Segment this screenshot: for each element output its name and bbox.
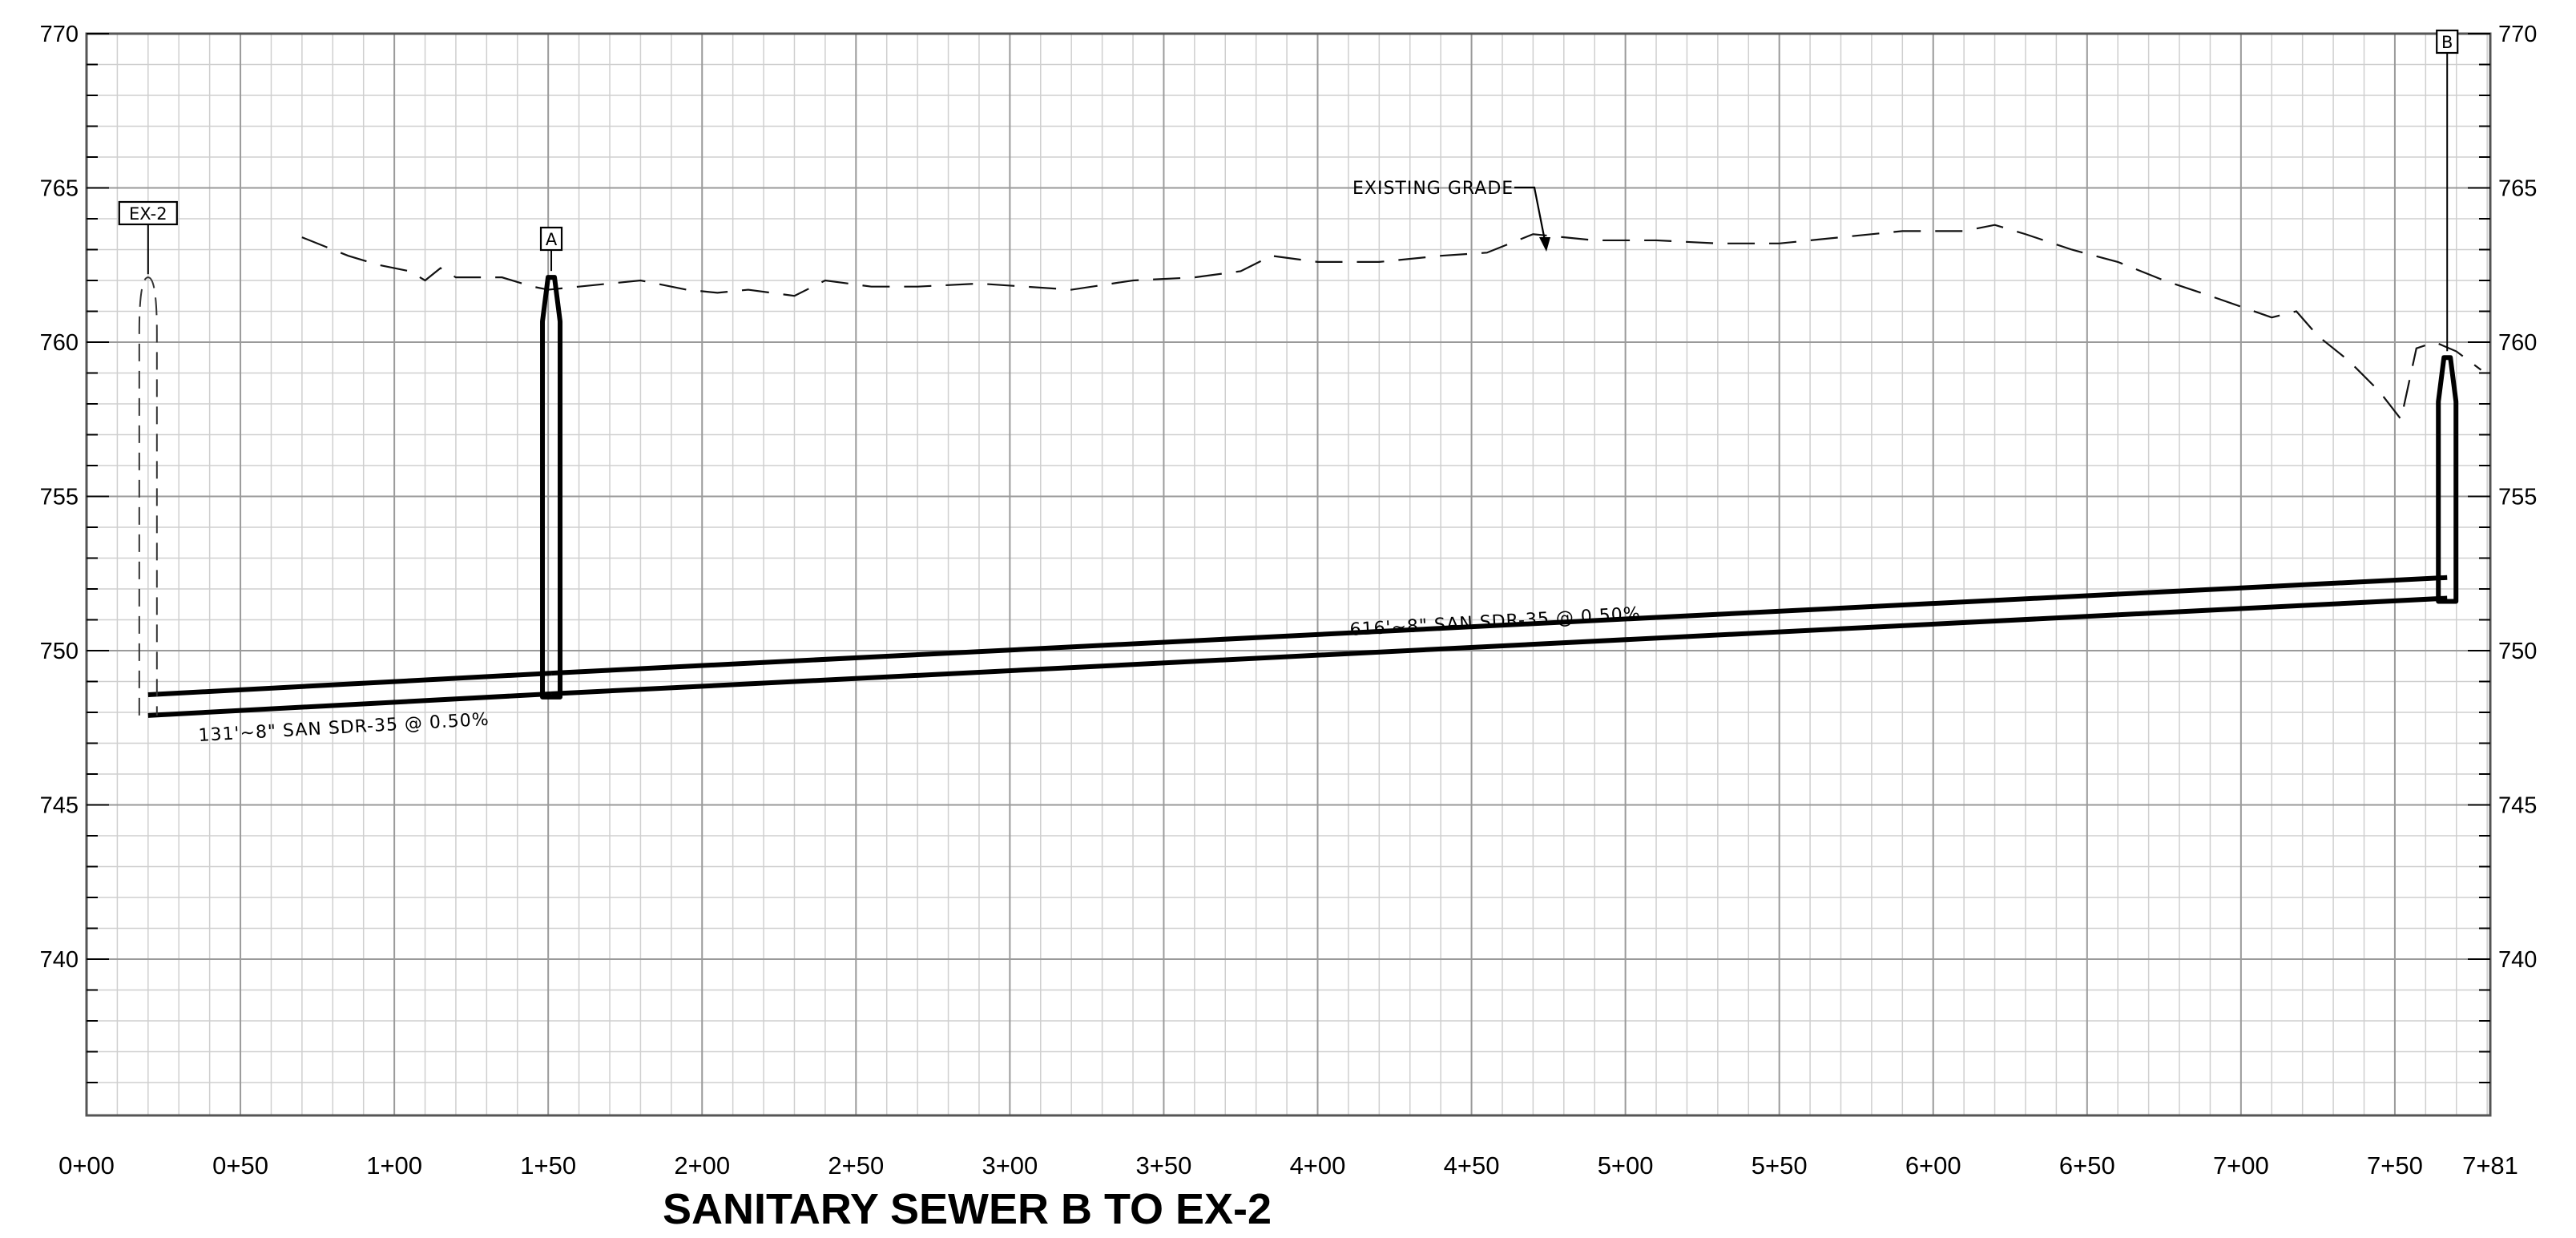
x-tick-label: 2+00	[674, 1151, 730, 1180]
x-tick-label: 1+50	[520, 1151, 576, 1180]
drawing-frame	[85, 32, 2492, 1117]
grade-label-leader	[1514, 186, 1546, 241]
existing-grade-line	[301, 186, 2482, 421]
pipe-label-1: 131'~8" SAN SDR-35 @ 0.50%	[198, 710, 490, 746]
proposed-manhole	[2436, 355, 2459, 604]
x-tick-label: 3+00	[982, 1151, 1038, 1180]
x-tick-label: 7+00	[2213, 1151, 2269, 1180]
x-tick-label: 5+00	[1598, 1151, 1654, 1180]
drawing-title: SANITARY SEWER B TO EX-2	[663, 1185, 1272, 1233]
y-tick-label: 770	[40, 22, 79, 47]
x-axis-stations: 0+00 0+50 1+00 1+50 2+00 2+50 3+00 3+50 4+00 4+50…	[58, 1151, 2518, 1180]
structure-tag-box	[118, 200, 178, 226]
frame-border	[85, 32, 2492, 1117]
x-tick-label: 1+00	[366, 1151, 422, 1180]
manhole-structures: EX-2 A B	[118, 29, 2459, 716]
x-tick-label: 4+00	[1290, 1151, 1346, 1180]
pipe-invert-line	[147, 691, 552, 718]
y-tick-label: 765	[2498, 176, 2537, 202]
x-tick-label: 5+50	[1752, 1151, 1808, 1180]
structure-tag-box	[539, 226, 563, 252]
grade-profile	[301, 224, 2482, 421]
y-tick-label: 745	[2498, 793, 2537, 819]
x-tick-label: 0+00	[58, 1151, 115, 1180]
x-tick-label: 4+50	[1444, 1151, 1500, 1180]
x-tick-label: 6+50	[2059, 1151, 2115, 1180]
structure-tag-label: EX-2	[129, 204, 167, 224]
pipe-invert-line	[550, 595, 2448, 696]
existing-grade-label: EXISTING GRADE	[1353, 179, 1514, 199]
x-tick-label: 7+81	[2462, 1151, 2518, 1180]
y-tick-label: 750	[2498, 639, 2537, 664]
pipe-crown-line	[147, 671, 552, 698]
structure-tag-box	[2436, 29, 2459, 54]
existing-manhole	[138, 276, 158, 716]
y-tick-label: 740	[2498, 947, 2537, 973]
pipe-label-2: 616'~8" SAN SDR-35 @ 0.50%	[1349, 604, 1641, 640]
x-tick-label: 2+50	[828, 1151, 884, 1180]
annotations: EXISTING GRADE 131'~8" SAN SDR-35 @ 0.50…	[198, 179, 1641, 746]
y-tick-label: 765	[40, 176, 79, 202]
proposed-manhole	[540, 275, 563, 700]
x-tick-label: 7+50	[2367, 1151, 2423, 1180]
x-tick-label: 3+50	[1136, 1151, 1192, 1180]
structure-tag-label: B	[2441, 33, 2453, 52]
minor-grid	[87, 34, 2490, 1115]
y-tick-label: 750	[40, 639, 79, 664]
y-axis-left: 740 745 750 755 760 765 770	[40, 22, 79, 973]
major-grid	[87, 34, 2490, 1115]
structure-tag-label: A	[546, 230, 558, 249]
y-tick-label: 760	[2498, 330, 2537, 356]
y-axis-right: 740 745 750 755 760 765 770	[2498, 22, 2537, 973]
x-tick-label: 0+50	[212, 1151, 268, 1180]
y-tick-label: 770	[2498, 22, 2537, 47]
pipe-crown-line	[550, 575, 2448, 676]
y-tick-label: 755	[40, 485, 79, 510]
y-tick-label: 755	[2498, 485, 2537, 510]
x-tick-label: 6+00	[1905, 1151, 1961, 1180]
pipe-runs	[147, 575, 2448, 718]
y-tick-label: 760	[40, 330, 79, 356]
y-tick-label: 740	[40, 947, 79, 973]
y-tick-label: 745	[40, 793, 79, 819]
leader-arrowhead	[1539, 237, 1550, 252]
